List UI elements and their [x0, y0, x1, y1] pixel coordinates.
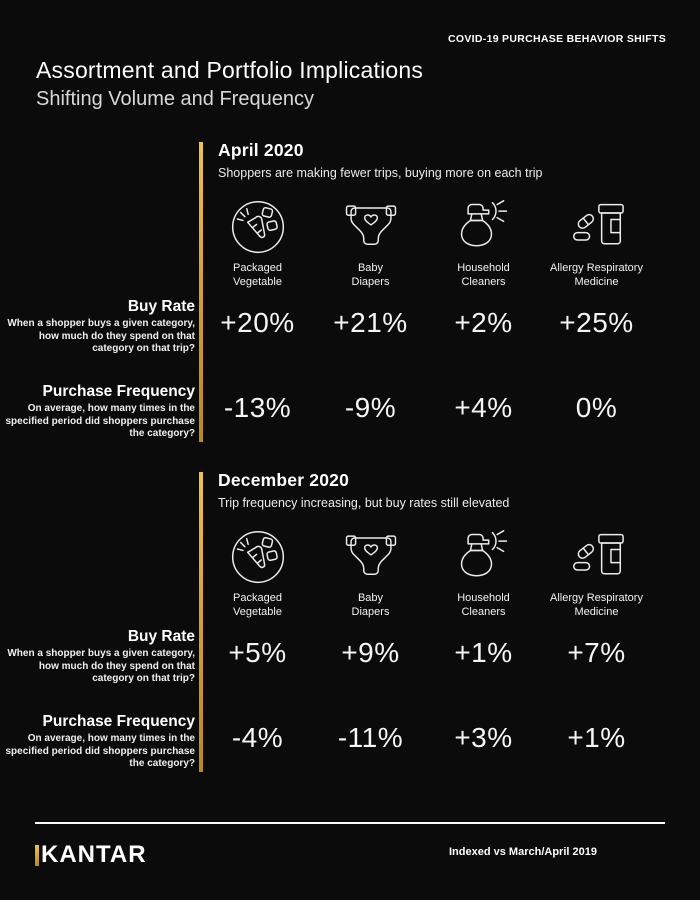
metric-value: +20% [220, 307, 295, 338]
category-allergy-medicine: Allergy Respiratory Medicine [540, 196, 653, 289]
page-subtitle: Shifting Volume and Frequency [36, 88, 314, 110]
category-header-row: Packaged Vegetable Baby Diapers [201, 526, 653, 619]
purchase-frequency-label: Purchase Frequency On average, how many … [5, 383, 196, 439]
metric-value: -11% [337, 722, 404, 753]
section-title: April 2020 [218, 140, 304, 160]
medicine-icon [567, 526, 627, 588]
diapers-icon [342, 196, 400, 258]
spray-bottle-icon [454, 196, 514, 258]
category-label: Baby Diapers [351, 592, 390, 618]
metric-value: +4% [454, 392, 513, 423]
metric-value: +1% [454, 637, 513, 668]
gold-accent-line [199, 142, 203, 442]
section-subtitle: Trip frequency increasing, but buy rates… [218, 496, 510, 510]
buy-rate-values: +20% +21% +2% +25% [201, 307, 653, 339]
spray-bottle-icon [454, 526, 514, 588]
metric-value: -9% [344, 392, 397, 423]
section-subtitle: Shoppers are making fewer trips, buying … [218, 166, 543, 180]
purchase-frequency-values: -13% -9% +4% 0% [201, 392, 653, 424]
category-packaged-vegetable: Packaged Vegetable [201, 526, 314, 619]
category-packaged-vegetable: Packaged Vegetable [201, 196, 314, 289]
vegetable-icon [228, 526, 288, 588]
category-label: Packaged Vegetable [233, 262, 282, 288]
metric-value: +21% [333, 307, 408, 338]
buy-rate-values: +5% +9% +1% +7% [201, 637, 653, 669]
medicine-icon [567, 196, 627, 258]
diapers-icon [342, 526, 400, 588]
kantar-logo: KANTAR [35, 841, 147, 869]
section-december-2020: December 2020 Trip frequency increasing,… [0, 470, 700, 800]
category-household-cleaners: Household Cleaners [427, 526, 540, 619]
metric-value: +2% [454, 307, 513, 338]
metric-value: +7% [567, 637, 626, 668]
page-title: Assortment and Portfolio Implications [36, 57, 424, 83]
category-label: Household Cleaners [457, 262, 510, 288]
category-baby-diapers: Baby Diapers [314, 196, 427, 289]
category-label: Baby Diapers [351, 262, 390, 288]
kantar-logo-text: KANTAR [41, 841, 147, 868]
category-label: Household Cleaners [457, 592, 510, 618]
metric-value: +25% [559, 307, 634, 338]
category-header-row: Packaged Vegetable Baby Diapers [201, 196, 653, 289]
metric-value: +3% [454, 722, 513, 753]
category-baby-diapers: Baby Diapers [314, 526, 427, 619]
metric-value: -13% [223, 392, 292, 423]
metric-value: 0% [575, 392, 618, 423]
section-april-2020: April 2020 Shoppers are making fewer tri… [0, 140, 700, 470]
footer-divider [35, 822, 665, 824]
buy-rate-label: Buy Rate When a shopper buys a given cat… [7, 298, 195, 354]
metric-value: +9% [341, 637, 400, 668]
metric-value: +5% [228, 637, 287, 668]
metric-value: +1% [567, 722, 626, 753]
category-household-cleaners: Household Cleaners [427, 196, 540, 289]
purchase-frequency-values: -4% -11% +3% +1% [201, 722, 653, 754]
kantar-logo-gold-stem [35, 844, 39, 866]
buy-rate-label: Buy Rate When a shopper buys a given cat… [7, 628, 195, 684]
vegetable-icon [228, 196, 288, 258]
category-allergy-medicine: Allergy Respiratory Medicine [540, 526, 653, 619]
gold-accent-line [199, 472, 203, 772]
category-label: Packaged Vegetable [233, 592, 282, 618]
section-title: December 2020 [218, 470, 350, 490]
index-note: Indexed vs March/April 2019 [449, 846, 597, 858]
category-label: Allergy Respiratory Medicine [550, 262, 643, 288]
metric-value: -4% [231, 722, 284, 753]
purchase-frequency-label: Purchase Frequency On average, how many … [5, 713, 196, 769]
report-eyebrow: COVID-19 PURCHASE BEHAVIOR SHIFTS [448, 33, 666, 45]
category-label: Allergy Respiratory Medicine [550, 592, 643, 618]
